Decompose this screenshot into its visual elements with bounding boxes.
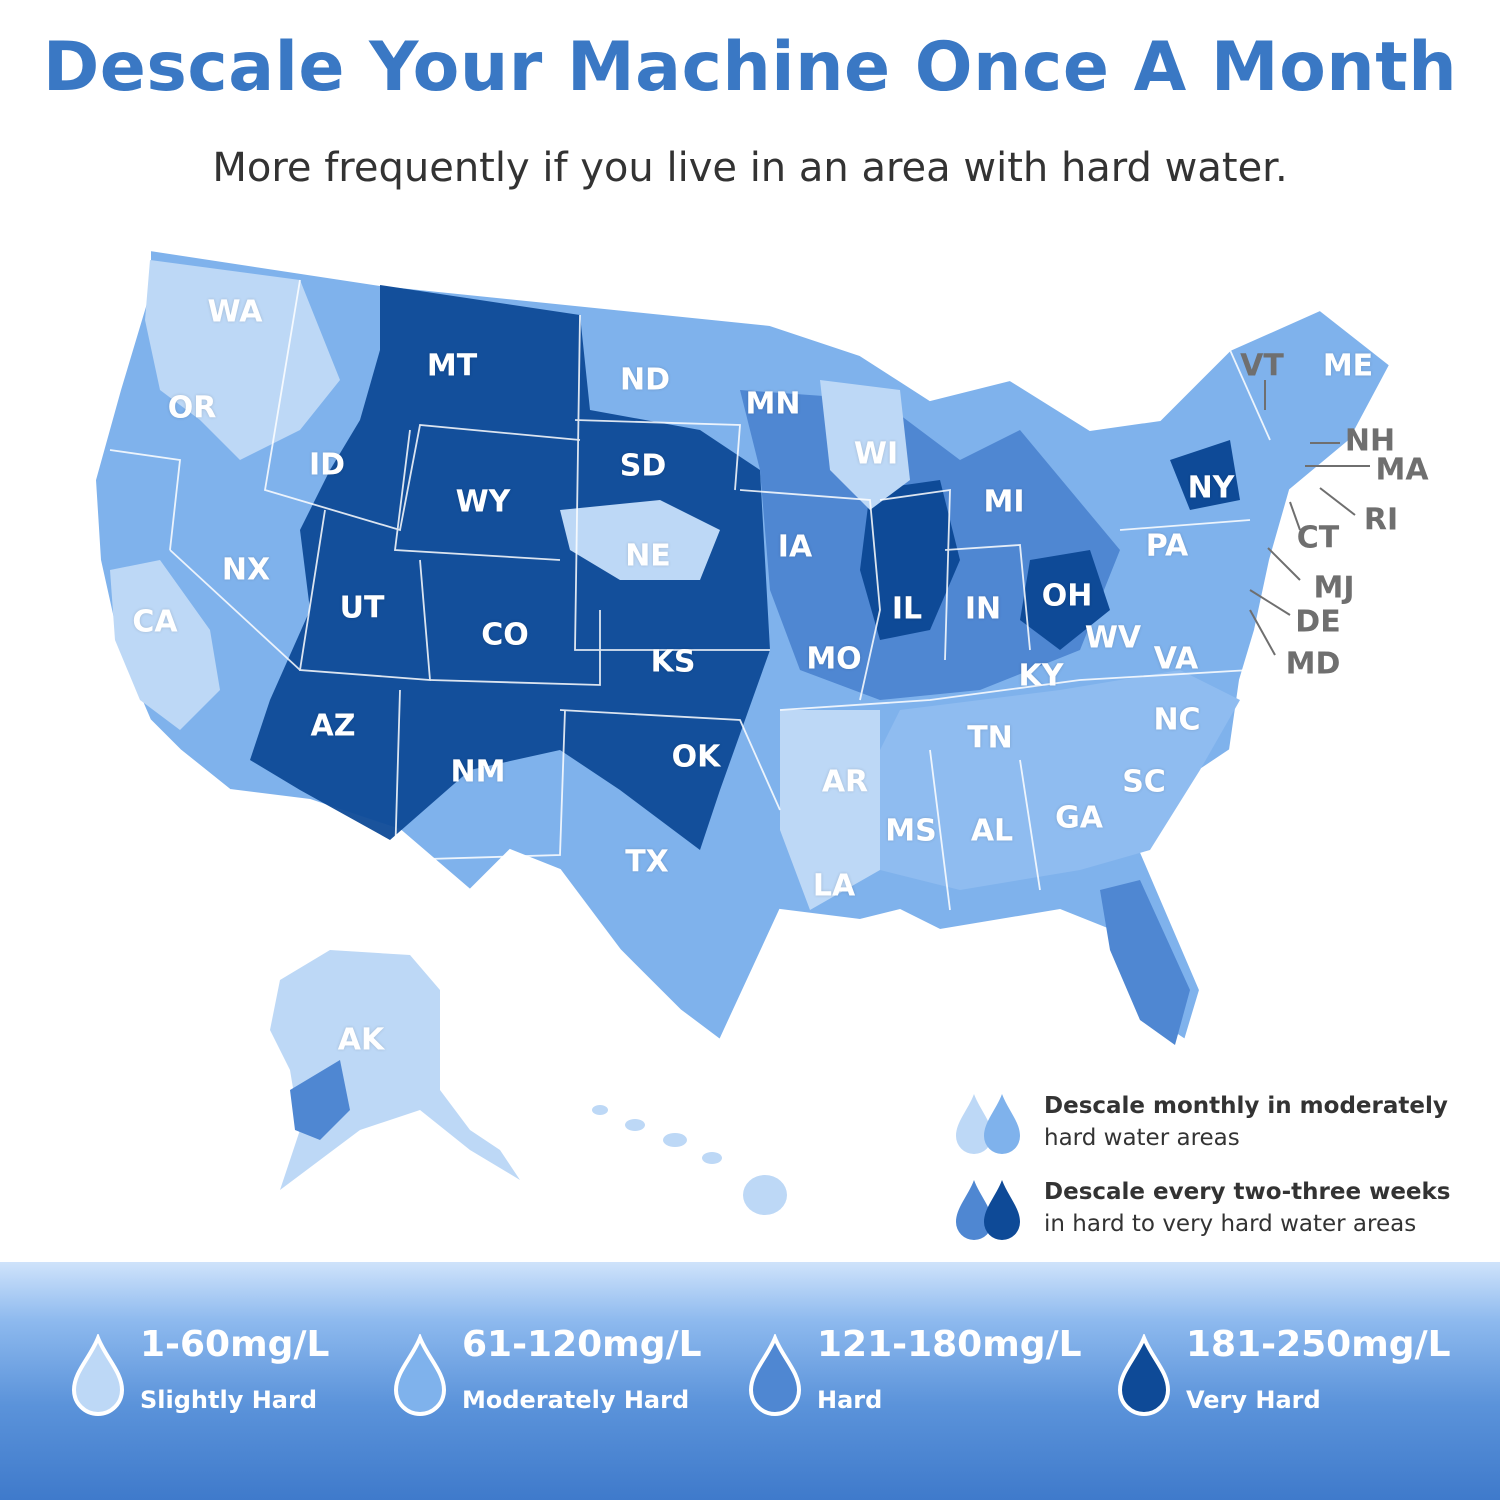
state-label-az: AZ — [310, 708, 356, 744]
state-label-tx: TX — [625, 844, 669, 880]
legend-text-moderate: Descale monthly in moderately hard water… — [1044, 1090, 1448, 1154]
state-label-mi: MI — [983, 484, 1025, 520]
scale-range-slightly-hard: 1-60mg/L — [140, 1324, 330, 1365]
slightly-hard-region-ar — [780, 710, 880, 910]
state-label-mt: MT — [426, 348, 478, 384]
scale-range-hard: 121-180mg/L — [817, 1324, 1082, 1365]
state-label-ca: CA — [132, 604, 178, 640]
legend-hard-bold: Descale every two-three weeks — [1044, 1179, 1451, 1205]
state-label-wv: WV — [1084, 620, 1142, 656]
state-label-nx: NX — [221, 552, 271, 588]
slightly-hard-region-nw — [145, 260, 340, 460]
slightly-hard-drop-icon — [71, 1334, 125, 1416]
state-label-mo: MO — [806, 641, 862, 677]
legend-row-moderate: Descale monthly in moderately hard water… — [950, 1090, 1490, 1160]
hard-drop-icon — [748, 1334, 802, 1416]
moderately-hard-region-se — [860, 670, 1240, 890]
state-label-sc: SC — [1122, 764, 1166, 800]
state-label-wy: WY — [455, 484, 511, 520]
scale-range-moderately-hard: 61-120mg/L — [462, 1324, 702, 1365]
state-label-il: IL — [891, 591, 923, 627]
state-label-wi: WI — [853, 436, 899, 472]
us-map: WA OR CA NX ID MT WY UT AZ CO NM ND SD N… — [0, 230, 1500, 1270]
state-label-in: IN — [964, 591, 1002, 627]
state-label-or: OR — [167, 390, 217, 426]
slightly-hard-region-wi — [820, 380, 910, 510]
moderately-hard-drop-icon — [393, 1334, 447, 1416]
state-label-ny: NY — [1187, 470, 1235, 506]
state-label-va: VA — [1153, 641, 1199, 677]
state-label-tn: TN — [967, 720, 1013, 756]
state-label-ky: KY — [1018, 658, 1064, 694]
scale-label-slightly-hard: Slightly Hard — [140, 1386, 317, 1414]
page-subtitle: More frequently if you live in an area w… — [212, 145, 1288, 191]
state-label-ms: MS — [885, 813, 937, 849]
state-label-mj: MJ — [1313, 570, 1355, 606]
state-label-nm: NM — [450, 754, 506, 790]
state-label-ga: GA — [1055, 800, 1103, 836]
state-label-wa: WA — [207, 294, 263, 330]
state-label-md: MD — [1285, 646, 1341, 682]
state-label-me: ME — [1322, 348, 1374, 384]
scale-label-hard: Hard — [817, 1386, 883, 1414]
state-label-nd: ND — [619, 362, 671, 398]
state-label-pa: PA — [1145, 528, 1189, 564]
state-label-ne: NE — [625, 538, 671, 574]
slightly-hard-region-ne — [560, 500, 720, 580]
map-graphic — [93, 248, 1392, 1215]
hard-drops-icon — [956, 1180, 1020, 1240]
state-label-id: ID — [308, 447, 346, 483]
state-label-la: LA — [812, 868, 856, 904]
state-label-de: DE — [1295, 604, 1341, 640]
hawaii-islands — [592, 1105, 787, 1215]
state-label-oh: OH — [1041, 578, 1093, 614]
scale-label-very-hard: Very Hard — [1186, 1386, 1321, 1414]
very-hard-region-west — [250, 285, 770, 850]
alaska-hard-region — [290, 1060, 350, 1140]
state-label-vt: VT — [1240, 348, 1284, 384]
state-label-sd: SD — [619, 448, 667, 484]
state-label-ri: RI — [1363, 502, 1399, 538]
state-label-ut: UT — [339, 590, 385, 626]
very-hard-region-ny — [1170, 440, 1240, 510]
state-label-nc: NC — [1153, 702, 1201, 738]
legend-hard-normal: in hard to very hard water areas — [1044, 1211, 1417, 1237]
legend-moderate-normal: hard water areas — [1044, 1125, 1240, 1151]
legend-text-hard: Descale every two-three weeks in hard to… — [1044, 1176, 1451, 1240]
state-label-al: AL — [970, 813, 1014, 849]
state-borders — [109, 279, 1271, 911]
moderate-drops-icon — [956, 1094, 1020, 1154]
legend-row-hard: Descale every two-three weeks in hard to… — [950, 1176, 1490, 1246]
state-label-ok: OK — [671, 739, 721, 775]
state-label-ar: AR — [821, 764, 869, 800]
state-label-ia: IA — [777, 529, 813, 565]
state-label-nh: NH — [1344, 423, 1396, 459]
state-label-ma: MA — [1375, 452, 1429, 488]
very-hard-region-oh — [1020, 550, 1110, 650]
very-hard-drop-icon — [1117, 1334, 1171, 1416]
scale-label-moderately-hard: Moderately Hard — [462, 1386, 690, 1414]
slightly-hard-region-ca — [110, 560, 220, 730]
page-title: Descale Your Machine Once A Month — [42, 28, 1458, 107]
state-label-mn: MN — [745, 386, 801, 422]
state-label-co: CO — [481, 617, 529, 653]
florida-region — [1100, 880, 1190, 1045]
state-label-ak: AK — [337, 1022, 385, 1058]
callout-lines — [1249, 380, 1370, 656]
state-label-ks: KS — [650, 644, 696, 680]
state-label-ct: CT — [1296, 520, 1340, 556]
hardness-scale-band: 1-60mg/L Slightly Hard 61-120mg/L Modera… — [0, 1262, 1500, 1500]
legend-moderate-bold: Descale monthly in moderately — [1044, 1093, 1448, 1119]
scale-range-very-hard: 181-250mg/L — [1186, 1324, 1451, 1365]
alaska-shape — [270, 950, 520, 1190]
very-hard-region-il — [860, 480, 960, 640]
